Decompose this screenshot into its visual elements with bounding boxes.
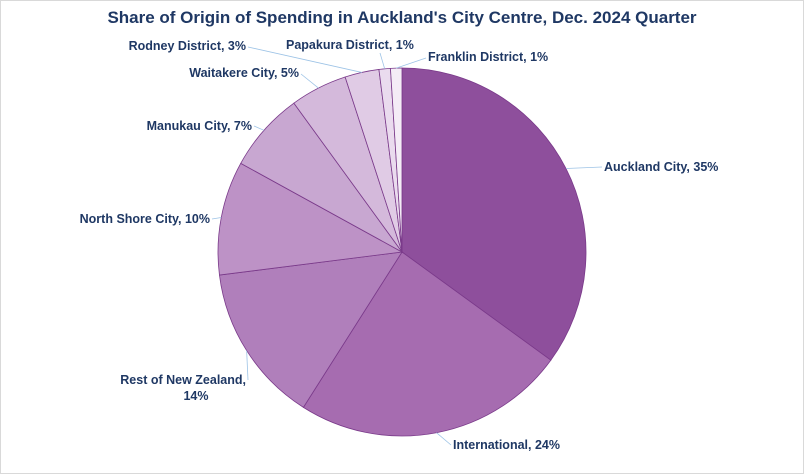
slice-label: Manukau City, 7%	[147, 119, 252, 133]
leader-line	[246, 350, 249, 381]
leader-line	[565, 166, 603, 169]
leader-line	[396, 57, 427, 69]
slice-label: Franklin District, 1%	[428, 50, 548, 64]
leader-line	[211, 217, 222, 220]
leader-line	[300, 73, 319, 89]
leader-line	[436, 432, 452, 446]
slice-label: Papakura District, 1%	[286, 38, 414, 52]
chart-title: Share of Origin of Spending in Auckland'…	[107, 8, 697, 27]
pie-slice	[401, 67, 587, 361]
pie-slice	[219, 251, 403, 408]
slice-label: Waitakere City, 5%	[189, 66, 299, 80]
leader-line	[379, 52, 386, 69]
slice-label: North Shore City, 10%	[80, 212, 210, 226]
slice-label: Rest of New Zealand, 14%	[120, 373, 246, 403]
slice-label: International, 24%	[453, 438, 560, 452]
slice-label: Rodney District, 3%	[129, 39, 246, 53]
pie-slice	[302, 251, 552, 437]
slice-label: Auckland City, 35%	[604, 160, 718, 174]
pie-slice	[217, 162, 404, 276]
leader-line	[247, 46, 362, 73]
leader-line	[253, 125, 265, 131]
